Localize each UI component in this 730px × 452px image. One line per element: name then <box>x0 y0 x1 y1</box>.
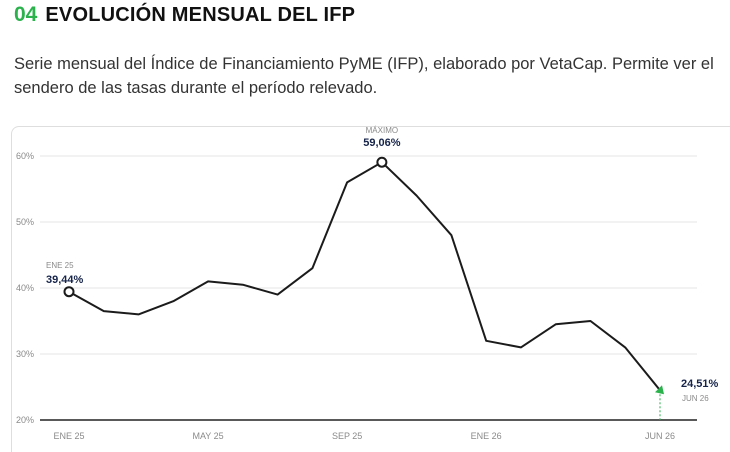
annotation-value-label: 39,44% <box>46 274 84 286</box>
highlight-marker <box>377 158 386 167</box>
x-tick-label: MAY 25 <box>192 431 223 441</box>
y-tick-label: 40% <box>16 283 34 293</box>
x-tick-label: SEP 25 <box>332 431 362 441</box>
series-line <box>69 162 660 390</box>
x-tick-label: ENE 26 <box>471 431 502 441</box>
x-tick-label: ENE 25 <box>53 431 84 441</box>
x-tick-label: JUN 26 <box>645 431 675 441</box>
annotation-small-label: MÁXIMO <box>366 126 398 135</box>
annotation-value-label: 24,51% <box>681 378 719 390</box>
y-tick-label: 60% <box>16 151 34 161</box>
annotation-value-label: 59,06% <box>363 137 401 149</box>
highlight-marker <box>65 287 74 296</box>
y-tick-label: 50% <box>16 217 34 227</box>
y-tick-label: 30% <box>16 349 34 359</box>
annotation-small-label: ENE 25 <box>46 261 74 270</box>
y-tick-label: 20% <box>16 415 34 425</box>
annotation-small-label: JUN 26 <box>682 394 709 403</box>
